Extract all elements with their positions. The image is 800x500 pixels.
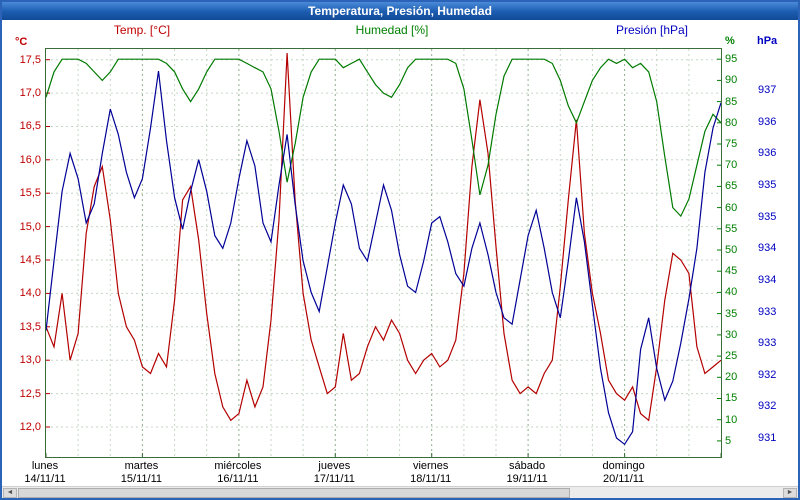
axis-temp-tick-label: 17,0 xyxy=(19,87,41,99)
x-axis-day-label: lunes 14/11/11 xyxy=(24,460,66,485)
x-axis-day-label: sábado 19/11/11 xyxy=(506,460,548,485)
pressure-axis-unit: hPa xyxy=(757,35,778,47)
axis-temp-tick-label: 15,0 xyxy=(19,221,41,233)
chart-canvas xyxy=(46,49,721,457)
axis-temp-tick-label: 12,5 xyxy=(19,388,41,400)
axis-pressure-tick-label: 932 xyxy=(758,369,777,381)
axis-humidity-tick-label: 45 xyxy=(725,265,738,277)
legend-humidity: Humedad [%] xyxy=(355,23,429,37)
axis-temp-tick-label: 13,0 xyxy=(19,354,41,366)
axis-humidity-tick-label: 35 xyxy=(725,308,738,320)
axis-humidity-tick-label: 80 xyxy=(725,117,738,129)
x-axis-day-label: miércoles 16/11/11 xyxy=(214,460,262,485)
axis-pressure-tick-label: 932 xyxy=(758,400,777,412)
axis-humidity-tick-label: 70 xyxy=(725,159,738,171)
axis-humidity-tick-label: 25 xyxy=(725,350,738,362)
humidity-axis-unit: % xyxy=(725,35,735,47)
axis-pressure-tick-label: 933 xyxy=(758,337,777,349)
title-bar: Temperatura, Presión, Humedad xyxy=(2,2,798,20)
axis-humidity-tick-label: 60 xyxy=(725,202,738,214)
axis-pressure-tick-label: 936 xyxy=(758,116,777,128)
x-axis-day-labels: lunes 14/11/11 martes 15/11/11 miércoles 16/1… xyxy=(24,460,720,488)
axis-temp-tick-label: 15,5 xyxy=(19,187,41,199)
chart-legend: Temp. [°C] Humedad [%] Presión [hPa] xyxy=(2,23,798,38)
temp-axis-unit: °C xyxy=(15,36,28,48)
legend-temperature: Temp. [°C] xyxy=(113,23,171,37)
scrollbar-thumb[interactable] xyxy=(18,488,570,498)
axis-temp-tick-label: 16,5 xyxy=(19,120,41,132)
legend-pressure: Presión [hPa] xyxy=(615,23,689,37)
pressure-axis-labels: 937 936 936 935 935 934 934 933 933 932 932 931 xyxy=(758,49,792,457)
humidity-series-line xyxy=(46,58,721,218)
axis-temp-tick-label: 13,5 xyxy=(19,321,41,333)
axis-humidity-tick-label: 50 xyxy=(725,244,738,256)
scroll-left-button[interactable]: ◄ xyxy=(3,488,17,498)
axis-pressure-tick-label: 935 xyxy=(758,211,777,223)
axis-temp-tick-label: 12,0 xyxy=(19,421,41,433)
axis-humidity-tick-label: 55 xyxy=(725,223,738,235)
axis-humidity-tick-label: 20 xyxy=(725,371,738,383)
axis-pressure-tick-label: 934 xyxy=(758,242,777,254)
scroll-right-button[interactable]: ► xyxy=(783,488,797,498)
axis-humidity-tick-label: 40 xyxy=(725,286,738,298)
x-axis-day-label: martes 15/11/11 xyxy=(120,460,162,485)
temp-series-line xyxy=(46,52,721,422)
axis-pressure-tick-label: 937 xyxy=(758,84,777,96)
axis-humidity-tick-label: 75 xyxy=(725,138,738,150)
chart-plot-area xyxy=(45,48,722,458)
axis-pressure-tick-label: 935 xyxy=(758,179,777,191)
axis-temp-tick-label: 14,5 xyxy=(19,254,41,266)
x-axis-day-label: domingo 20/11/11 xyxy=(602,460,645,485)
axis-pressure-tick-label: 936 xyxy=(758,147,777,159)
humidity-axis-labels: 95 90 85 80 75 70 65 60 55 50 45 40 35 30 25 20 15 10 5 xyxy=(725,49,751,457)
temp-axis-labels: 17,5 17,0 16,5 16,0 15,5 15,0 14,5 14,0 13,5 13,0… xyxy=(2,49,41,457)
axis-humidity-tick-label: 95 xyxy=(725,53,738,65)
x-axis-day-label: jueves 17/11/11 xyxy=(313,460,355,485)
axis-humidity-tick-label: 65 xyxy=(725,180,738,192)
axis-humidity-tick-label: 5 xyxy=(725,435,732,447)
pressure-series-line xyxy=(46,71,721,446)
axis-humidity-tick-label: 85 xyxy=(725,96,738,108)
x-axis-day-label: viernes 18/11/11 xyxy=(410,460,452,485)
axis-temp-tick-label: 16,0 xyxy=(19,154,41,166)
axis-pressure-tick-label: 933 xyxy=(758,306,777,318)
axis-humidity-tick-label: 30 xyxy=(725,329,738,341)
axis-temp-tick-label: 14,0 xyxy=(19,287,41,299)
axis-pressure-tick-label: 934 xyxy=(758,274,777,286)
horizontal-scrollbar[interactable]: ◄ ► xyxy=(2,486,798,498)
axis-humidity-tick-label: 90 xyxy=(725,74,738,86)
axis-humidity-tick-label: 10 xyxy=(725,414,738,426)
axis-humidity-tick-label: 15 xyxy=(725,392,738,404)
page-title: Temperatura, Presión, Humedad xyxy=(308,4,492,18)
axis-pressure-tick-label: 931 xyxy=(758,432,777,444)
axis-temp-tick-label: 17,5 xyxy=(19,54,41,66)
